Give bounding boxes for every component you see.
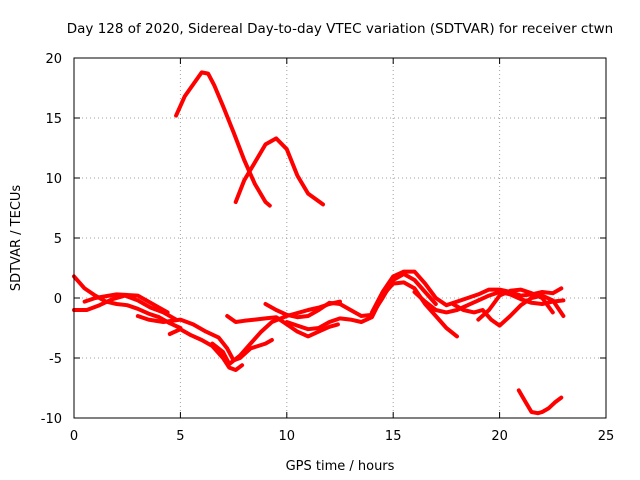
series-pass-p (516, 388, 564, 416)
axes: 0 5 10 15 20 25 -10 -5 0 5 10 15 20 (41, 52, 615, 444)
series-pass-e (82, 292, 170, 315)
x-tick-label: 5 (176, 429, 184, 444)
series-group (72, 70, 566, 416)
y-tick-label: 5 (54, 232, 62, 247)
y-axis-label: SDTVAR / TECUs (9, 185, 24, 292)
chart-title: Day 128 of 2020, Sidereal Day-to-day VTE… (67, 21, 614, 37)
series-pass-b (233, 136, 325, 207)
x-tick-label: 25 (598, 429, 615, 444)
series-pass-k (284, 280, 459, 339)
y-tick-label: -5 (49, 352, 62, 367)
y-tick-label: 20 (45, 52, 62, 67)
y-tick-label: 0 (54, 292, 62, 307)
series-pass-f (135, 314, 274, 363)
y-tick-label: 10 (45, 172, 62, 187)
x-tick-label: 20 (491, 429, 508, 444)
x-tick-label: 10 (279, 429, 296, 444)
grid (74, 58, 606, 418)
series-pass-m (412, 290, 566, 315)
x-tick-label: 15 (385, 429, 402, 444)
series-pass-a (174, 70, 272, 208)
series-pass-c (72, 274, 183, 330)
series-pass-j (263, 272, 438, 320)
series-pass-o (476, 287, 555, 322)
y-tick-label: -10 (41, 412, 62, 427)
series-pass-n (450, 293, 566, 328)
x-axis-label: GPS time / hours (286, 459, 395, 474)
series-pass-i (225, 314, 340, 339)
y-tick-label: 15 (45, 112, 62, 127)
x-tick-label: 0 (70, 429, 78, 444)
